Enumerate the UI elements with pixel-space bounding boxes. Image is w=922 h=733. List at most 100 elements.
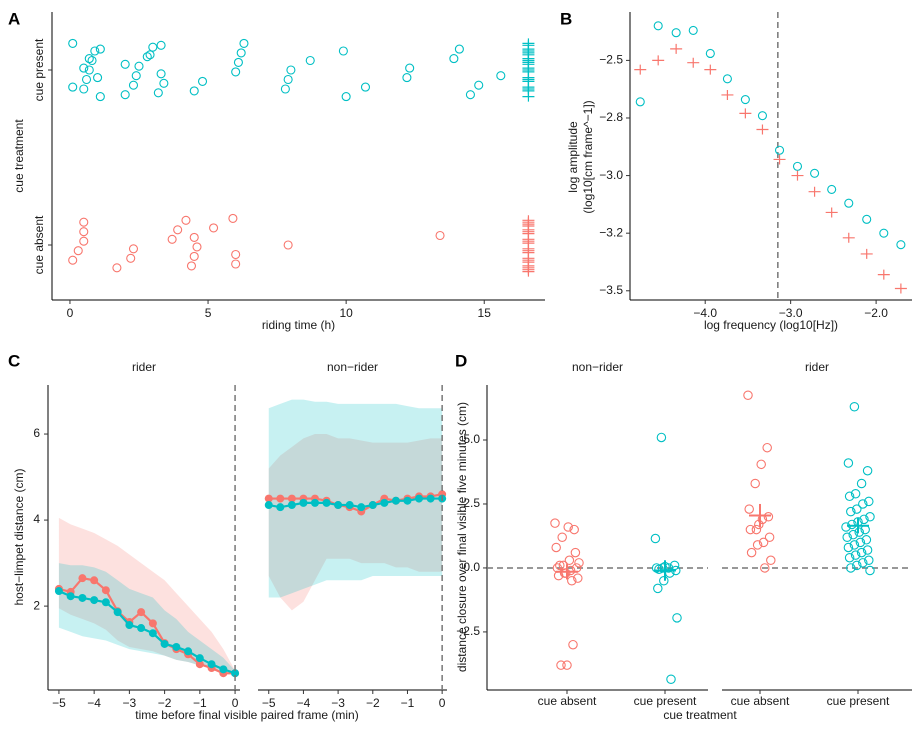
point	[426, 494, 435, 503]
point	[95, 44, 105, 54]
facet-title: rider	[805, 360, 829, 374]
x-tick-label: −2.0	[864, 306, 888, 320]
point	[449, 54, 459, 64]
x-tick-label: −1	[193, 696, 207, 710]
point	[90, 596, 99, 605]
plus-point	[522, 234, 535, 245]
point	[856, 547, 867, 558]
point	[78, 593, 87, 602]
point	[569, 524, 579, 535]
axis-title: distance closure over final visible five…	[455, 402, 469, 672]
point	[862, 465, 873, 476]
y-tick-label: 2	[33, 598, 40, 612]
y-tick-label: 0.0	[463, 560, 480, 574]
point	[79, 84, 89, 94]
point	[54, 587, 63, 596]
point	[567, 575, 577, 586]
plus-point	[687, 57, 700, 68]
point	[841, 522, 851, 532]
point	[287, 494, 296, 503]
x-tick-label: cue absent	[538, 694, 597, 708]
x-tick-label: 15	[478, 306, 492, 320]
point	[209, 223, 219, 233]
point	[556, 660, 566, 670]
point	[671, 28, 681, 38]
point	[66, 592, 75, 601]
point	[78, 574, 87, 583]
x-tick-label: 10	[339, 306, 353, 320]
ribbon	[268, 434, 443, 611]
point	[856, 478, 867, 489]
point	[283, 240, 293, 250]
point	[562, 660, 572, 670]
x-tick-label: −5	[52, 696, 66, 710]
point	[280, 84, 290, 94]
point	[233, 57, 243, 67]
point	[276, 503, 285, 512]
plus-point	[522, 44, 535, 55]
y-tick-label: 6	[33, 426, 40, 440]
ribbon	[268, 399, 443, 598]
panel-label: D	[455, 351, 467, 370]
point	[688, 25, 698, 35]
point	[405, 63, 415, 73]
point	[73, 246, 83, 256]
point	[87, 55, 97, 66]
point	[236, 48, 246, 58]
point	[764, 532, 775, 542]
point	[153, 88, 163, 98]
point	[126, 253, 136, 263]
plus-point	[825, 207, 838, 218]
point	[550, 518, 560, 528]
point	[391, 496, 400, 505]
point	[810, 168, 820, 178]
x-tick-label: cue absent	[731, 694, 790, 708]
point	[844, 491, 855, 502]
plus-point	[522, 224, 535, 235]
ribbon	[58, 517, 236, 674]
point	[774, 145, 785, 155]
point	[84, 65, 94, 75]
axis-title: (log10[cm frame^−1])	[581, 100, 595, 213]
y-tick-label: −3.5	[599, 283, 623, 297]
point	[148, 42, 158, 52]
point	[68, 38, 78, 48]
point	[101, 586, 110, 595]
point	[573, 573, 583, 583]
point	[264, 494, 273, 503]
point	[574, 558, 584, 568]
point	[113, 608, 122, 617]
point	[672, 613, 682, 623]
point	[656, 432, 667, 443]
point	[740, 95, 750, 105]
point	[322, 498, 331, 507]
point	[843, 458, 854, 468]
point	[380, 498, 389, 507]
point	[156, 40, 166, 50]
point	[195, 654, 204, 663]
point	[555, 560, 565, 571]
point	[756, 459, 766, 470]
point	[745, 524, 756, 535]
facet-title: non−rider	[572, 360, 623, 374]
point	[454, 44, 464, 54]
point	[842, 532, 852, 542]
point	[197, 76, 208, 86]
point	[228, 213, 238, 223]
point	[189, 86, 199, 96]
x-tick-label: −3	[331, 696, 345, 710]
point	[189, 232, 199, 242]
plus-point	[721, 89, 734, 100]
point	[120, 59, 130, 69]
point	[849, 540, 860, 550]
point	[159, 78, 169, 88]
point	[415, 494, 424, 503]
x-tick-label: −3	[123, 696, 137, 710]
point	[368, 501, 377, 510]
plus-point	[522, 215, 535, 226]
point	[743, 390, 753, 400]
point	[847, 519, 857, 530]
point	[763, 512, 774, 522]
line	[58, 590, 236, 675]
